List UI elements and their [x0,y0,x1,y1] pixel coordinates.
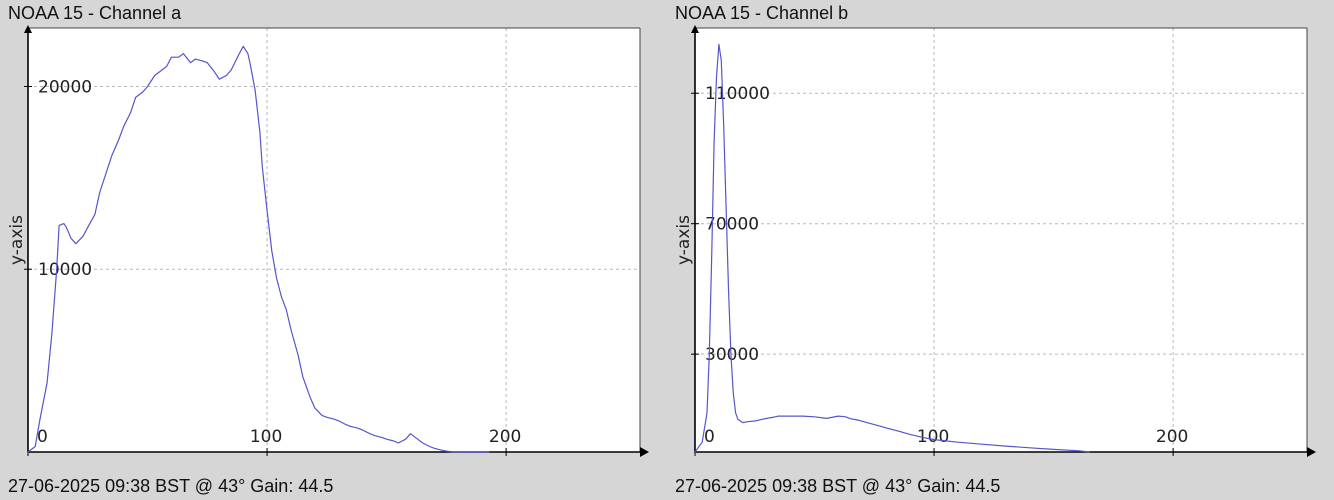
y-axis-label: y-axis [7,215,27,265]
x-tick-label: 0 [37,427,48,447]
series-line [694,43,1090,453]
chart-panel-b: NOAA 15 - Channel b 0 100 200 30000 70000 110… [667,0,1327,500]
x-axis-arrow [640,447,649,457]
x-tick-label: 200 [489,427,521,447]
chart-plot-a: 0 100 200 10000 20000 y-axis [7,25,649,457]
x-axis-arrow [1307,447,1316,457]
y-axis-arrow [691,25,699,33]
y-axis-arrow [24,25,32,33]
y-tick-label: 10000 [38,260,92,280]
chart-footer-status: 27-06-2025 09:38 BST @ 43° Gain: 44.5 [8,476,334,496]
x-tick-label: 200 [1156,427,1188,447]
chart-title: NOAA 15 - Channel b [675,3,849,23]
y-tick-label: 110000 [705,84,770,104]
chart-footer-status: 27-06-2025 09:38 BST @ 43° Gain: 44.5 [675,476,1001,496]
chart-panel-a: NOAA 15 - Channel a 0 100 200 10000 20000 y-a… [0,0,660,500]
y-tick-label: 20000 [38,77,92,97]
plot-area [695,28,1307,452]
plot-area [28,28,640,452]
y-tick-label: 70000 [705,215,759,235]
x-tick-label: 0 [704,427,715,447]
series-line [27,45,490,453]
y-tick-label: 30000 [705,345,759,365]
x-tick-label: 100 [250,427,282,447]
y-axis-label: y-axis [674,215,694,265]
x-tick-label: 100 [917,427,949,447]
chart-title: NOAA 15 - Channel a [8,3,182,23]
chart-plot-b: 0 100 200 30000 70000 110000 y-axis [674,25,1316,457]
